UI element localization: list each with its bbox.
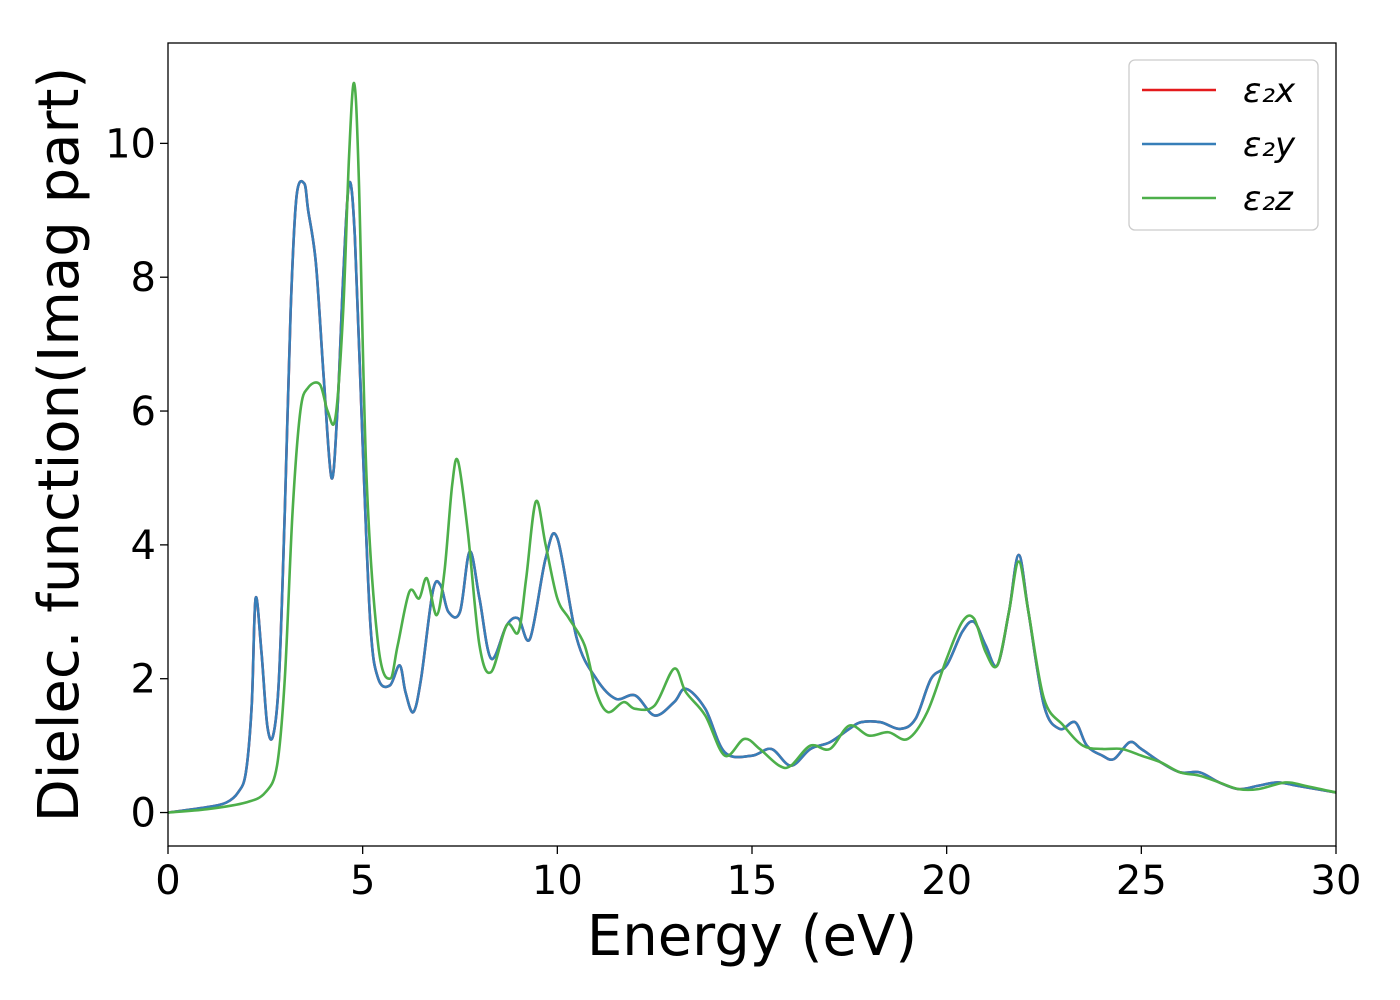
x-tick-label: 0 <box>155 858 180 904</box>
x-tick-label: 5 <box>350 858 375 904</box>
x-tick-label: 10 <box>532 858 583 904</box>
legend-box <box>1128 59 1319 231</box>
x-axis-label: Energy (eV) <box>587 904 917 969</box>
legend-label: ε₂y <box>1243 125 1296 165</box>
legend-label: ε₂z <box>1243 179 1294 219</box>
y-axis: 0 2 4 6 8 10 <box>105 121 168 837</box>
y-axis-label: Dielec. function(Imag part) <box>27 67 92 823</box>
y-tick-label: 0 <box>131 791 156 837</box>
series-line-2 <box>168 179 1336 814</box>
y-tick-label: 8 <box>131 255 156 301</box>
y-tick-label: 10 <box>105 121 156 167</box>
series-line-3 <box>168 81 1336 814</box>
legend-label: ε₂x <box>1243 71 1296 111</box>
x-axis: 0 5 10 15 20 25 30 <box>155 846 1361 904</box>
series-layer <box>168 81 1336 814</box>
x-tick-label: 20 <box>921 858 972 904</box>
x-tick-label: 30 <box>1311 858 1362 904</box>
x-tick-label: 15 <box>727 858 778 904</box>
y-tick-label: 6 <box>131 389 156 435</box>
x-tick-label: 25 <box>1116 858 1167 904</box>
y-tick-label: 4 <box>131 523 156 569</box>
legend: ε₂x ε₂y ε₂z <box>1128 59 1319 231</box>
y-tick-label: 2 <box>131 657 156 703</box>
